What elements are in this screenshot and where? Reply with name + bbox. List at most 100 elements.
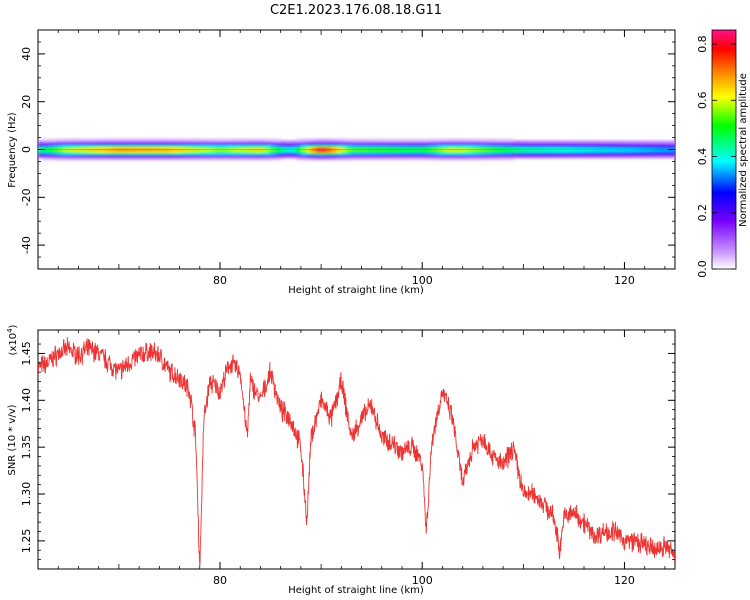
- heatmap-cell: [457, 142, 464, 146]
- heatmap-cell: [624, 146, 631, 150]
- heatmap-cell: [528, 144, 535, 148]
- colorbar-tick-label: 0.0: [696, 260, 709, 278]
- heatmap-cell: [452, 144, 459, 148]
- heatmap-cell: [447, 138, 454, 142]
- heatmap-cell: [487, 151, 494, 155]
- heatmap-cell: [194, 149, 201, 153]
- heatmap-cell: [118, 146, 125, 150]
- heatmap-cell: [245, 144, 251, 148]
- heatmap-cell: [407, 151, 413, 155]
- heatmap-cell: [412, 138, 418, 142]
- heatmap-cell: [53, 142, 59, 146]
- heatmap-cell: [543, 153, 550, 157]
- heatmap-cell: [265, 155, 272, 159]
- heatmap-y-tick-label: -20: [20, 188, 33, 206]
- heatmap-cell: [245, 140, 251, 144]
- heatmap-cell: [604, 153, 610, 157]
- heatmap-cell: [270, 149, 277, 153]
- heatmap-cell: [427, 157, 433, 161]
- heatmap-cell: [250, 142, 256, 146]
- snr-x-axis-label: Height of straight line (km): [288, 585, 424, 596]
- heatmap-cell: [336, 149, 342, 153]
- heatmap-cell: [83, 144, 90, 148]
- heatmap-cell: [199, 157, 206, 161]
- heatmap-cell: [351, 153, 358, 157]
- heatmap-cell: [361, 144, 368, 148]
- heatmap-cell: [599, 142, 605, 146]
- heatmap-cell: [402, 140, 408, 144]
- heatmap-cell: [649, 144, 656, 148]
- heatmap-cell: [462, 153, 469, 157]
- heatmap-cell: [225, 144, 231, 148]
- heatmap-cell: [457, 146, 464, 150]
- heatmap-cell: [498, 142, 504, 146]
- heatmap-cell: [629, 153, 636, 157]
- heatmap-cell: [654, 153, 661, 157]
- heatmap-cell: [589, 140, 595, 144]
- heatmap-cell: [149, 142, 155, 146]
- heatmap-cell: [48, 157, 54, 161]
- heatmap-cell: [321, 157, 327, 161]
- heatmap-cell: [548, 155, 555, 159]
- heatmap-cell: [386, 140, 393, 144]
- colorbar-label: Normalized spectral amplitude: [738, 73, 749, 227]
- heatmap-cell: [316, 157, 322, 161]
- heatmap-cell: [584, 140, 590, 144]
- heatmap-cell: [472, 149, 479, 153]
- heatmap-cell: [245, 146, 251, 150]
- heatmap-cell: [118, 142, 125, 146]
- heatmap-cell: [432, 153, 438, 157]
- heatmap-cell: [407, 155, 413, 159]
- heatmap-cell: [280, 140, 287, 144]
- heatmap-cell: [457, 153, 464, 157]
- heatmap-cell: [523, 140, 529, 144]
- heatmap-cell: [295, 144, 302, 148]
- heatmap-cell: [589, 142, 595, 146]
- heatmap-cell: [209, 149, 216, 153]
- heatmap-cell: [265, 144, 272, 148]
- heatmap-cell: [285, 142, 292, 146]
- heatmap-cell: [341, 157, 347, 161]
- heatmap-cell: [381, 157, 388, 161]
- heatmap-cell: [209, 155, 216, 159]
- heatmap-cell: [311, 142, 317, 146]
- heatmap-cell: [457, 138, 464, 142]
- heatmap-cell: [487, 146, 494, 150]
- heatmap-cell: [396, 157, 403, 161]
- heatmap-cell: [118, 144, 125, 148]
- heatmap-cell: [113, 140, 120, 144]
- heatmap-cell: [391, 153, 398, 157]
- heatmap-cell: [341, 140, 347, 144]
- heatmap-cell: [265, 157, 272, 161]
- heatmap-cell: [300, 157, 307, 161]
- heatmap-x-tick-label: 100: [412, 274, 433, 287]
- heatmap-cell: [78, 155, 85, 159]
- heatmap-cell: [43, 140, 49, 144]
- heatmap-cell: [417, 140, 423, 144]
- heatmap-cell: [376, 155, 383, 159]
- heatmap-cell: [113, 144, 120, 148]
- heatmap-cell: [649, 140, 656, 144]
- heatmap-cell: [204, 157, 211, 161]
- heatmap-cell: [290, 144, 297, 148]
- heatmap-cell: [422, 153, 428, 157]
- heatmap-cell: [508, 149, 514, 153]
- heatmap-cell: [341, 138, 347, 142]
- heatmap-cell: [548, 149, 555, 153]
- heatmap-cell: [361, 146, 368, 150]
- heatmap-cell: [487, 155, 494, 159]
- heatmap-cell: [260, 138, 267, 142]
- heatmap-cell: [311, 149, 317, 153]
- heatmap-cell: [528, 153, 535, 157]
- heatmap-cell: [584, 149, 590, 153]
- heatmap-cell: [558, 140, 565, 144]
- heatmap-cell: [118, 149, 125, 153]
- colorbar-tick-label: 0.6: [696, 92, 709, 110]
- heatmap-cell: [169, 155, 176, 159]
- heatmap-cell: [386, 142, 393, 146]
- heatmap-cell: [432, 140, 438, 144]
- heatmap-cell: [285, 155, 292, 159]
- heatmap-cell: [523, 149, 529, 153]
- heatmap-cell: [179, 157, 186, 161]
- heatmap-cell: [336, 157, 342, 161]
